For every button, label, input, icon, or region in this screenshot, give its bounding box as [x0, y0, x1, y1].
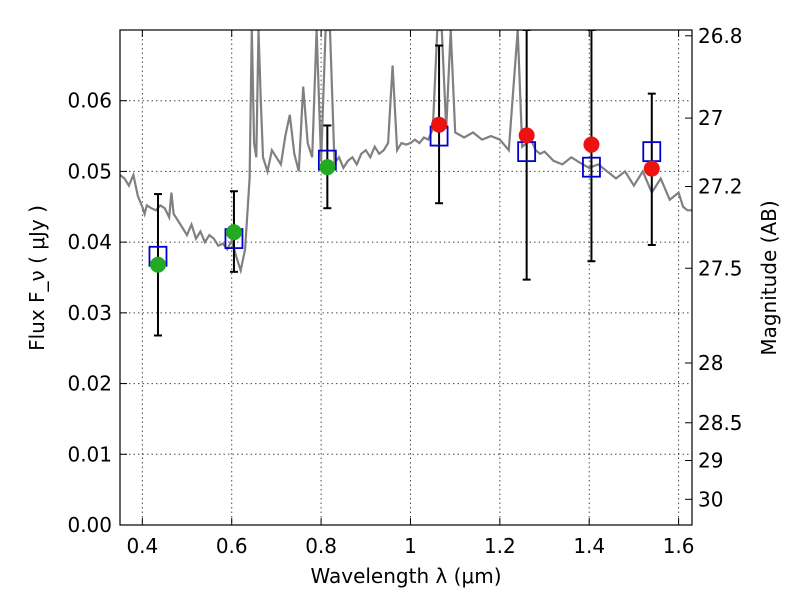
- x-tick-label: 1: [404, 534, 417, 558]
- x-tick-label: 0.8: [305, 534, 337, 558]
- x-tick-label: 1.4: [573, 534, 605, 558]
- x-axis-label: Wavelength λ (μm): [310, 564, 501, 588]
- x-tick-label: 0.4: [126, 534, 158, 558]
- y-tick-label: 0.06: [67, 89, 112, 113]
- right-tick-label: 27: [698, 106, 723, 130]
- red-point: [431, 116, 448, 133]
- model-flux-square: [582, 156, 601, 178]
- x-axis-ticks: 0.4 0.6 0.8 1 1.2 1.4 1.6: [126, 30, 695, 558]
- right-tick-label: 30: [698, 487, 723, 511]
- y-axis-ticks: 0.00 0.01 0.02 0.03 0.04 0.05 0.06: [67, 89, 127, 537]
- detected-point: [319, 159, 336, 176]
- y-tick-label: 0.05: [67, 159, 112, 183]
- y-tick-label: 0.00: [67, 513, 112, 537]
- y-tick-label: 0.01: [67, 442, 112, 466]
- right-tick-label: 28.5: [698, 411, 743, 435]
- right-tick-label: 27.5: [698, 256, 743, 280]
- y-tick-label: 0.02: [67, 372, 112, 396]
- right-tick-label: 29: [698, 449, 723, 473]
- model-flux-squares: [148, 125, 662, 267]
- right-tick-label: 28: [698, 351, 723, 375]
- plot-area: [120, 30, 692, 337]
- detected-points: [149, 159, 336, 273]
- red-point: [518, 127, 535, 144]
- grid: [120, 30, 692, 526]
- right-axis-label: Magnitude (AB): [757, 200, 781, 355]
- plot-frame: [119, 29, 693, 526]
- y-tick-label: 0.03: [67, 301, 112, 325]
- x-tick-label: 1.6: [663, 534, 695, 558]
- right-tick-label: 26.8: [698, 24, 743, 48]
- x-tick-label: 1.2: [484, 534, 516, 558]
- y-axis-label: Flux F_ν ( μJy ): [25, 205, 49, 351]
- model-spectrum-line: [120, 30, 692, 275]
- red-points: [431, 116, 660, 177]
- error-bars: [153, 30, 656, 337]
- right-tick-label: 27.2: [698, 175, 743, 199]
- red-point: [583, 136, 600, 153]
- x-tick-label: 0.6: [216, 534, 248, 558]
- red-point: [643, 160, 660, 177]
- detected-point: [225, 224, 242, 241]
- detected-point: [149, 256, 166, 273]
- y-tick-label: 0.04: [67, 230, 112, 254]
- right-axis-ticks: 26.8 27 27.2 27.5 28 28.5 29 30: [685, 24, 743, 511]
